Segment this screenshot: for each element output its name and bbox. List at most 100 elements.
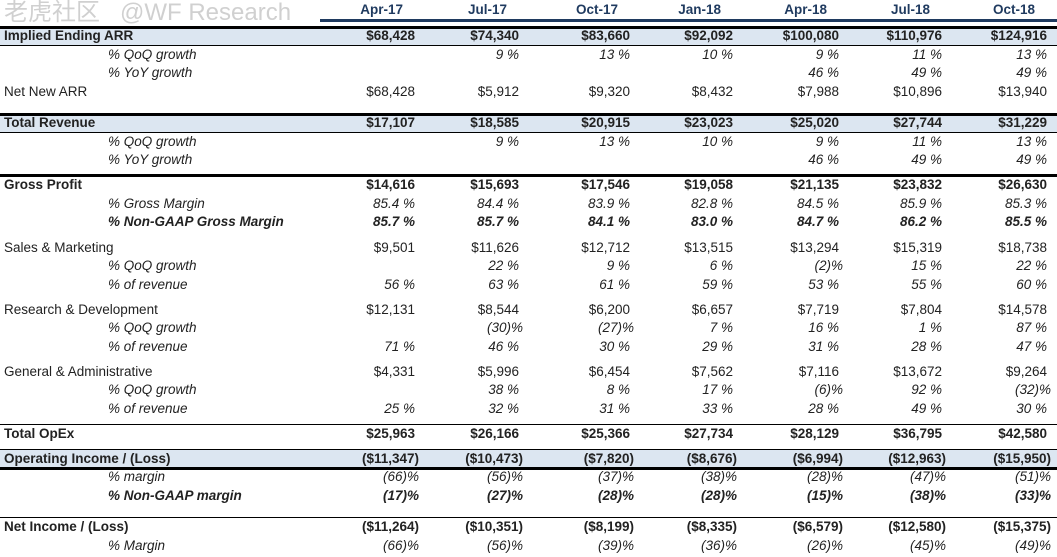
cell-value: 29 % bbox=[702, 339, 733, 354]
cell-value: 85.7 % bbox=[372, 214, 415, 229]
cell-value: 32 % bbox=[488, 401, 519, 416]
cell-value: $92,092 bbox=[684, 28, 733, 43]
cell-value: $18,738 bbox=[998, 240, 1047, 255]
column-header: Oct-18 bbox=[992, 2, 1035, 17]
cell-value: 84.4 % bbox=[476, 196, 519, 211]
cell-value: $9,501 bbox=[373, 240, 415, 255]
cell-value: 46 % bbox=[808, 65, 839, 80]
cell-value: (30)% bbox=[486, 320, 523, 335]
cell-value: (39)% bbox=[597, 538, 634, 553]
watermark-text: @WF Research bbox=[120, 0, 292, 26]
cell-value: $15,693 bbox=[470, 177, 519, 192]
cell-value: 49 % bbox=[911, 152, 942, 167]
cell-value: 31 % bbox=[599, 401, 630, 416]
cell-value: 7 % bbox=[709, 320, 733, 335]
cell-value: 85.9 % bbox=[899, 196, 942, 211]
cell-value: ($8,676) bbox=[686, 451, 737, 466]
cell-value: $25,963 bbox=[366, 426, 415, 441]
cell-value: $25,020 bbox=[790, 115, 839, 130]
watermark-logo: 老虎社区 bbox=[4, 0, 100, 26]
cell-value: $13,672 bbox=[893, 364, 942, 379]
cell-value: $12,131 bbox=[366, 302, 415, 317]
row-label: % Gross Margin bbox=[108, 196, 205, 211]
row-label: % QoQ growth bbox=[108, 382, 197, 397]
table-row: Total OpEx $25,963 $26,166 $25,366 $27,734 $2… bbox=[0, 425, 1057, 443]
table-row: Research & Development $12,131 $8,544 $6,20… bbox=[0, 301, 1057, 319]
cell-value: 9 % bbox=[495, 134, 519, 149]
cell-value: (37)% bbox=[597, 469, 634, 484]
cell-value: (26)% bbox=[806, 538, 843, 553]
cell-value: 84.7 % bbox=[796, 214, 839, 229]
cell-value: 11 % bbox=[912, 134, 942, 149]
table-row: % QoQ growth (30)% (27)% 7 % 16 % 1 % 87 % bbox=[0, 319, 1057, 337]
table-row: % Non-GAAP margin (17)% (27)% (28)% (28)% (15… bbox=[0, 487, 1057, 505]
cell-value: (38)% bbox=[700, 469, 737, 484]
column-header: Apr-17 bbox=[360, 2, 403, 17]
cell-value: $14,578 bbox=[998, 302, 1047, 317]
cell-value: ($7,820) bbox=[583, 451, 634, 466]
cell-value: 85.4 % bbox=[372, 196, 415, 211]
table-row: Total Revenue $17,107 $18,585 $20,915 $23,02… bbox=[0, 114, 1057, 133]
row-label: Total OpEx bbox=[4, 426, 75, 441]
row-label: Implied Ending ARR bbox=[4, 28, 134, 43]
cell-value: 13 % bbox=[1016, 134, 1047, 149]
cell-value: 13 % bbox=[599, 47, 630, 62]
cell-value: $13,515 bbox=[684, 240, 733, 255]
cell-value: (66)% bbox=[382, 469, 419, 484]
cell-value: 9 % bbox=[495, 47, 519, 62]
cell-value: 71 % bbox=[384, 339, 415, 354]
cell-value: $27,734 bbox=[684, 426, 733, 441]
cell-value: $25,366 bbox=[581, 426, 630, 441]
row-label: Net New ARR bbox=[4, 84, 88, 99]
cell-value: $68,428 bbox=[366, 84, 415, 99]
cell-value: $10,896 bbox=[893, 84, 942, 99]
cell-value: $7,116 bbox=[798, 364, 839, 379]
table-row: % QoQ growth 22 % 9 % 6 % (2)% 15 % 22 % bbox=[0, 257, 1057, 275]
cell-value: 22 % bbox=[488, 258, 519, 273]
cell-value: $17,107 bbox=[366, 115, 415, 130]
column-header: Jul-18 bbox=[890, 2, 930, 17]
cell-value: $6,454 bbox=[588, 364, 630, 379]
cell-value: $9,320 bbox=[588, 84, 630, 99]
cell-value: 10 % bbox=[702, 47, 733, 62]
cell-value: $26,630 bbox=[998, 177, 1047, 192]
cell-value: ($15,950) bbox=[993, 451, 1051, 466]
divider bbox=[0, 132, 1057, 133]
table-row: % QoQ growth 9 % 13 % 10 % 9 % 11 % 13 % bbox=[0, 133, 1057, 151]
cell-value: 85.5 % bbox=[1004, 214, 1047, 229]
cell-value: $23,023 bbox=[684, 115, 733, 130]
cell-value: 9 % bbox=[815, 47, 839, 62]
cell-value: $83,660 bbox=[581, 28, 630, 43]
cell-value: $15,319 bbox=[893, 240, 942, 255]
divider bbox=[0, 424, 1057, 425]
cell-value: 8 % bbox=[606, 382, 630, 397]
cell-value: ($8,199) bbox=[583, 519, 634, 534]
cell-value: $68,428 bbox=[366, 28, 415, 43]
row-label: % QoQ growth bbox=[108, 258, 197, 273]
row-label: Sales & Marketing bbox=[4, 240, 114, 255]
row-label: % Non-GAAP Gross Margin bbox=[108, 214, 284, 229]
cell-value: 82.8 % bbox=[690, 196, 733, 211]
row-label: % YoY growth bbox=[108, 152, 193, 167]
row-label: % Margin bbox=[108, 538, 166, 553]
cell-value: $6,657 bbox=[691, 302, 733, 317]
cell-value: 86.2 % bbox=[899, 214, 942, 229]
row-label: % Non-GAAP margin bbox=[108, 488, 242, 503]
cell-value: 49 % bbox=[1016, 65, 1047, 80]
table-row: General & Administrative $4,331 $5,996 $6,4… bbox=[0, 363, 1057, 381]
row-label: % QoQ growth bbox=[108, 47, 197, 62]
cell-value: $18,585 bbox=[470, 115, 519, 130]
cell-value: (27)% bbox=[486, 488, 523, 503]
cell-value: 59 % bbox=[702, 277, 733, 292]
cell-value: $100,080 bbox=[782, 28, 839, 43]
cell-value: 84.1 % bbox=[587, 214, 630, 229]
cell-value: 25 % bbox=[384, 401, 415, 416]
cell-value: ($11,264) bbox=[361, 519, 419, 534]
cell-value: 31 % bbox=[808, 339, 839, 354]
divider bbox=[0, 174, 1057, 177]
cell-value: $12,712 bbox=[581, 240, 630, 255]
cell-value: $23,832 bbox=[893, 177, 942, 192]
divider bbox=[0, 45, 1057, 46]
table-row: % YoY growth 46 % 49 % 49 % bbox=[0, 151, 1057, 169]
row-label: % margin bbox=[108, 469, 166, 484]
